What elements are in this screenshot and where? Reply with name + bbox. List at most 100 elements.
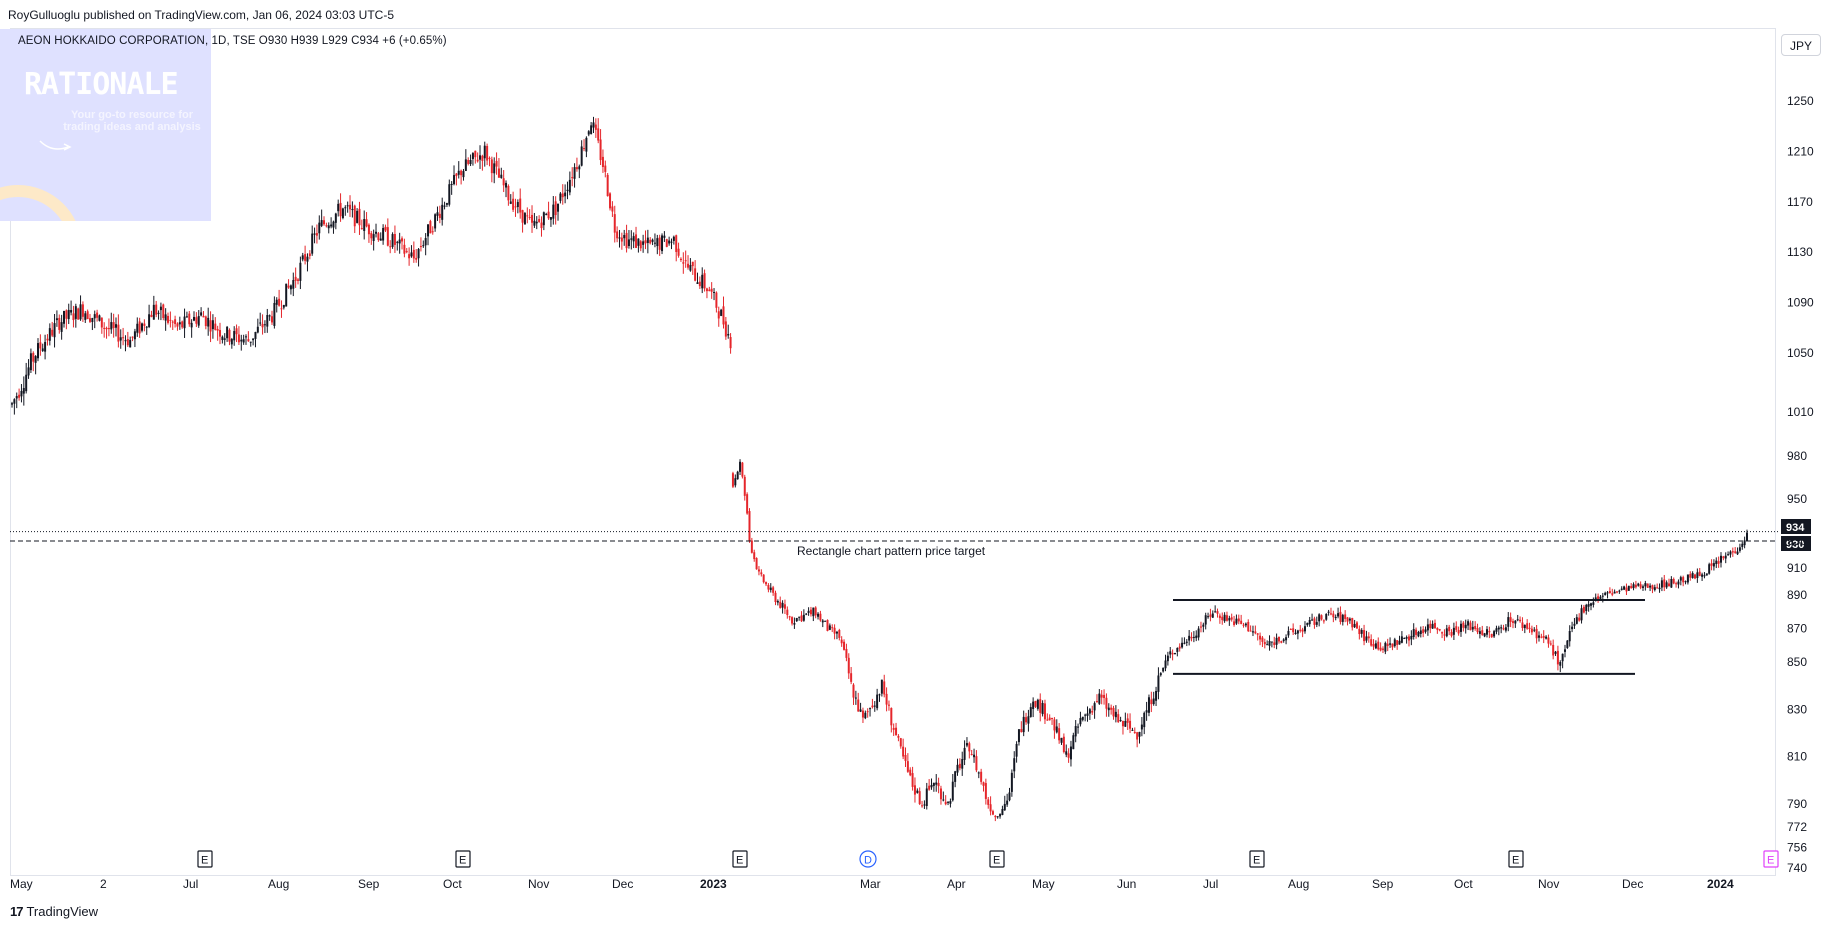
candle [987,797,990,809]
candle [167,312,170,325]
candle [474,150,477,164]
tradingview-logo[interactable]: 17 TradingView [10,904,98,919]
dividend-marker[interactable]: D [859,850,877,868]
earnings-marker[interactable]: E [732,850,748,868]
candle [1502,624,1505,631]
candle [1339,606,1342,625]
candle [1013,751,1016,779]
candle-body [1656,587,1659,589]
candle [1455,621,1458,633]
candle-body [1715,560,1718,565]
earnings-marker[interactable]: E [1249,850,1265,868]
chart-frame[interactable] [10,28,1776,876]
candle [812,607,815,622]
candle [410,245,413,258]
earnings-marker[interactable]: E [989,850,1005,868]
candle-body [774,592,777,603]
candle-body [984,783,987,799]
candle [831,624,834,633]
candle [356,208,359,224]
candle-body [1632,584,1635,589]
candle [346,201,349,213]
candle-body [1410,635,1413,640]
candle-body [164,314,167,321]
candle [427,224,430,246]
candle-body [346,205,349,207]
candle [1568,625,1571,647]
candle [240,334,243,351]
candle [457,161,460,179]
currency-button[interactable]: JPY [1781,34,1821,56]
candle-body [1405,637,1408,639]
earnings-marker[interactable]: E [1763,850,1779,868]
candle [642,234,645,253]
candle [1126,713,1129,730]
candle-body [22,388,25,394]
candle-body [852,684,855,698]
candle [1578,613,1581,622]
candle [1355,621,1358,629]
candle [443,201,446,210]
time-tick-label: Mar [860,877,881,891]
candle [1575,614,1578,625]
candle-body [41,348,44,352]
candle-body [1159,673,1162,676]
candle [195,312,198,328]
candle-body [623,235,626,239]
candle [1072,732,1075,750]
candle-body [429,221,432,234]
candle-body [1251,631,1254,633]
candle-body [202,315,205,318]
candle [393,225,396,253]
candle [1457,626,1460,636]
candle-body [1542,636,1545,638]
candle [632,232,635,249]
candle [571,167,574,187]
candle [37,338,40,362]
candle-body [124,340,127,342]
earnings-marker[interactable]: E [455,850,471,868]
candle-body [1124,720,1127,727]
candle [197,310,200,328]
candle-body [507,185,510,201]
candle-body [308,253,311,256]
candle-body [968,743,971,752]
candles-group [11,116,1748,822]
candle-body [637,238,640,246]
candle [897,734,900,742]
candle [1124,712,1127,727]
candle-body [1523,624,1526,629]
candle-body [627,239,630,247]
event-badge [732,850,748,868]
candle-body [1727,554,1730,556]
candle-body [273,302,276,326]
candle [1282,638,1285,643]
candle [292,272,295,297]
candle [1114,705,1117,723]
candle [334,212,337,230]
candle-body [809,609,812,615]
candle-body [1077,726,1080,728]
candle [1677,579,1680,589]
candle [155,300,158,318]
candle [323,216,326,226]
candle-body [677,248,680,256]
candle-body [705,288,708,292]
candle-body [1703,575,1706,577]
candle [15,392,18,409]
candle-body [37,343,40,359]
earnings-marker[interactable]: E [197,850,213,868]
candle [207,307,210,336]
candle [1452,622,1455,640]
candle [540,216,543,237]
candle-body [204,316,207,327]
candle [1384,641,1387,655]
candle [656,234,659,255]
candle [405,248,408,254]
candle [1311,613,1314,621]
candle [906,753,909,773]
candle-body [1736,551,1739,555]
candle-body [1682,577,1685,583]
earnings-marker[interactable]: E [1508,850,1524,868]
